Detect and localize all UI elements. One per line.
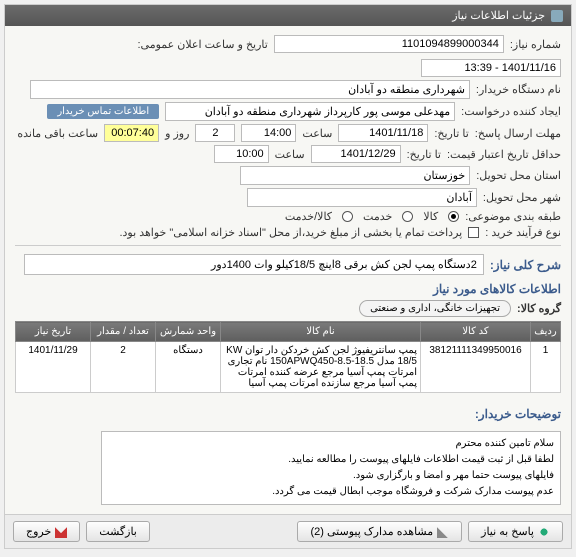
deadline-until: تا تاریخ: — [434, 127, 468, 140]
form-body: شماره نیاز: 1101094899000344 تاریخ و ساع… — [5, 26, 571, 514]
radio-both-label: کالا/خدمت — [285, 210, 332, 223]
validity-time-lbl: ساعت — [275, 148, 305, 161]
validity-date: 1401/12/29 — [311, 145, 401, 163]
validity-until: تا تاریخ: — [407, 148, 441, 161]
desc-line: لطفا قبل از ثبت قیمت اطلاعات فایلهای پیو… — [108, 452, 554, 468]
days-remaining: 2 — [195, 124, 235, 142]
need-title-label: شرح کلی نیاز: — [490, 258, 561, 272]
radio-goods[interactable] — [448, 211, 459, 222]
deadline-time: 14:00 — [241, 124, 296, 142]
desc-line: عدم پیوست مدارک شرکت و فروشگاه موجب ابطا… — [108, 484, 554, 500]
desc-line: سلام تامین کننده محترم — [108, 436, 554, 452]
group-chip: تجهیزات خانگی، اداری و صنعتی — [359, 300, 511, 317]
cell-idx: 1 — [531, 342, 561, 393]
cell-name: پمپ سانتریفیوژ لجن کش خردکن دار توان KW … — [221, 342, 421, 393]
th-name: نام کالا — [221, 322, 421, 342]
back-button[interactable]: بازگشت — [86, 521, 150, 542]
close-label: خروج — [26, 525, 51, 538]
th-qty: تعداد / مقدار — [91, 322, 156, 342]
th-unit: واحد شمارش — [156, 322, 221, 342]
cell-unit: دستگاه — [156, 342, 221, 393]
city-field: آبادان — [247, 188, 477, 207]
th-code: کد کالا — [421, 322, 531, 342]
deadline-date: 1401/11/18 — [338, 124, 428, 142]
back-label: بازگشت — [99, 525, 137, 538]
buyer-field: شهرداری منطقه دو آبادان — [30, 80, 470, 99]
panel-header: جزئیات اطلاعات نیاز — [5, 5, 571, 26]
close-button[interactable]: خروج — [13, 521, 80, 542]
process-label: نوع فرآیند خرید : — [485, 226, 561, 239]
category-label: طبقه بندی موضوعی: — [465, 210, 561, 223]
items-section-title: اطلاعات کالاهای مورد نیاز — [15, 282, 561, 296]
countdown: 00:07:40 — [104, 124, 159, 142]
city-label: شهر محل تحویل: — [483, 191, 561, 204]
contact-info-badge[interactable]: اطلاعات تماس خریدار — [47, 104, 159, 119]
th-idx: ردیف — [531, 322, 561, 342]
radio-service[interactable] — [402, 211, 413, 222]
radio-both[interactable] — [342, 211, 353, 222]
buyer-description: سلام تامین کننده محترملطفا قبل از ثبت قی… — [101, 431, 561, 505]
need-no-label: شماره نیاز: — [510, 38, 561, 51]
province-field: خوزستان — [240, 166, 470, 185]
reply-label: پاسخ به نیاز — [481, 525, 534, 538]
requester-field: مهدعلی موسی پور کارپرداز شهرداری منطقه د… — [165, 102, 455, 121]
radio-goods-label: کالا — [423, 210, 438, 223]
validity-label: حداقل تاریخ اعتبار قیمت: — [447, 148, 561, 161]
need-title-field: 2دستگاه پمپ لجن کش برقی 8اینچ 18/5کیلو و… — [24, 254, 484, 275]
th-date: تاریخ نیاز — [16, 322, 91, 342]
panel-title: جزئیات اطلاعات نیاز — [452, 9, 545, 22]
desc-label: توضیحات خریدار: — [475, 407, 561, 421]
buyer-label: نام دستگاه خریدار: — [476, 83, 561, 96]
days-and: روز و — [165, 127, 189, 140]
radio-service-label: خدمت — [363, 210, 392, 223]
details-panel: جزئیات اطلاعات نیاز شماره نیاز: 11010948… — [4, 4, 572, 549]
cell-qty: 2 — [91, 342, 156, 393]
category-radios: کالا خدمت کالا/خدمت — [285, 210, 459, 223]
countdown-suffix: ساعت باقی مانده — [17, 127, 98, 140]
attach-icon — [437, 526, 449, 538]
process-note: پرداخت تمام یا بخشی از مبلغ خرید،از محل … — [119, 226, 462, 239]
table-row: 13812111134995001​6پمپ سانتریفیوژ لجن کش… — [16, 342, 561, 393]
requester-label: ایجاد کننده درخواست: — [461, 105, 561, 118]
process-checkbox[interactable] — [468, 227, 479, 238]
cell-code: 3812111134995001​6 — [421, 342, 531, 393]
group-label: گروه کالا: — [517, 302, 561, 315]
panel-icon — [551, 10, 563, 22]
need-no-field: 1101094899000344 — [274, 35, 504, 53]
announce-label: تاریخ و ساعت اعلان عمومی: — [137, 38, 267, 51]
reply-icon — [538, 526, 550, 538]
items-table: ردیف کد کالا نام کالا واحد شمارش تعداد /… — [15, 321, 561, 393]
cell-date: 1401/11/29 — [16, 342, 91, 393]
province-label: استان محل تحویل: — [476, 169, 561, 182]
attachments-button[interactable]: مشاهده مدارک پیوستی (2) — [297, 521, 462, 542]
attachments-label: مشاهده مدارک پیوستی (2) — [310, 525, 433, 538]
separator-1 — [15, 245, 561, 246]
table-header-row: ردیف کد کالا نام کالا واحد شمارش تعداد /… — [16, 322, 561, 342]
close-icon — [55, 526, 67, 538]
button-bar: پاسخ به نیاز مشاهده مدارک پیوستی (2) باز… — [5, 514, 571, 548]
deadline-label: مهلت ارسال پاسخ: — [475, 127, 561, 140]
desc-line: فایلهای پیوست حتما مهر و امضا و بارگزاری… — [108, 468, 554, 484]
deadline-time-lbl: ساعت — [302, 127, 332, 140]
announce-field: 1401/11/16 - 13:39 — [421, 59, 561, 77]
reply-button[interactable]: پاسخ به نیاز — [468, 521, 563, 542]
validity-time: 10:00 — [214, 145, 269, 163]
